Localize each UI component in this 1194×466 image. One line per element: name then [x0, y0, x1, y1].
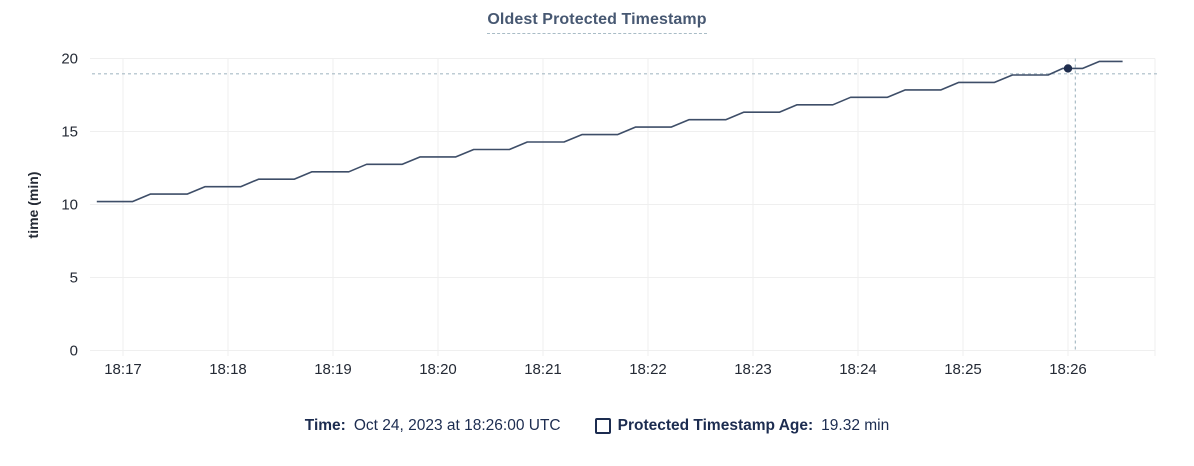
chart-header: Oldest Protected Timestamp — [0, 11, 1194, 34]
hovered-point-marker — [1063, 64, 1073, 73]
y-tick-label: 10 — [61, 197, 78, 214]
x-tick-label: 18:17 — [104, 361, 142, 378]
legend-time-value: Oct 24, 2023 at 18:26:00 UTC — [353, 417, 561, 434]
y-tick-label: 15 — [61, 124, 78, 141]
legend-series-label: Protected Timestamp Age: — [617, 417, 814, 434]
x-tick-label: 18:22 — [629, 361, 667, 378]
chart-title[interactable]: Oldest Protected Timestamp — [487, 11, 707, 34]
x-tick-label: 18:26 — [1049, 361, 1087, 378]
y-tick-label: 0 — [70, 343, 78, 360]
x-tick-label: 18:19 — [314, 361, 352, 378]
legend-time-label: Time: — [304, 417, 346, 434]
legend-time-group: Time: Oct 24, 2023 at 18:26:00 UTC — [305, 417, 561, 435]
chart-plot-area[interactable]: 0 5 10 15 20 18:17 18:18 18:19 18:20 18:21 18:22 18… — [0, 0, 1194, 410]
x-tick-label: 18:23 — [734, 361, 772, 378]
x-tick-label: 18:21 — [524, 361, 562, 378]
chart-legend: Time: Oct 24, 2023 at 18:26:00 UTC Prote… — [0, 417, 1194, 435]
legend-series-group: Protected Timestamp Age: 19.32 min — [594, 417, 890, 435]
legend-series-checkbox-icon[interactable] — [594, 418, 611, 434]
x-tick-label: 18:25 — [944, 361, 982, 378]
y-tick-label: 5 — [70, 270, 78, 287]
x-tick-label: 18:20 — [419, 361, 457, 378]
x-tick-label: 18:24 — [839, 361, 877, 378]
x-tick-label: 18:18 — [209, 361, 247, 378]
series-line — [96, 60, 1123, 203]
legend-series-value: 19.32 min — [821, 417, 890, 434]
y-tick-label: 20 — [61, 51, 78, 68]
